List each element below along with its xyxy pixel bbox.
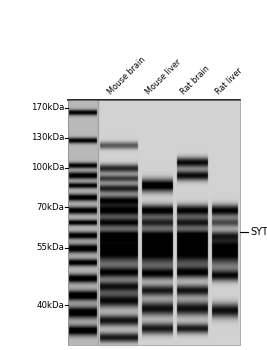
Text: 70kDa: 70kDa	[36, 203, 64, 211]
Text: Rat brain: Rat brain	[179, 64, 211, 96]
Text: Mouse liver: Mouse liver	[144, 57, 183, 96]
Text: 55kDa: 55kDa	[36, 244, 64, 252]
Text: 130kDa: 130kDa	[31, 133, 64, 142]
Text: 170kDa: 170kDa	[31, 104, 64, 112]
Text: 100kDa: 100kDa	[31, 163, 64, 173]
Text: SYT3: SYT3	[250, 227, 267, 237]
Text: Rat liver: Rat liver	[214, 66, 244, 96]
Bar	[68, 100, 240, 345]
Text: 40kDa: 40kDa	[36, 301, 64, 309]
Text: Mouse brain: Mouse brain	[106, 55, 147, 96]
